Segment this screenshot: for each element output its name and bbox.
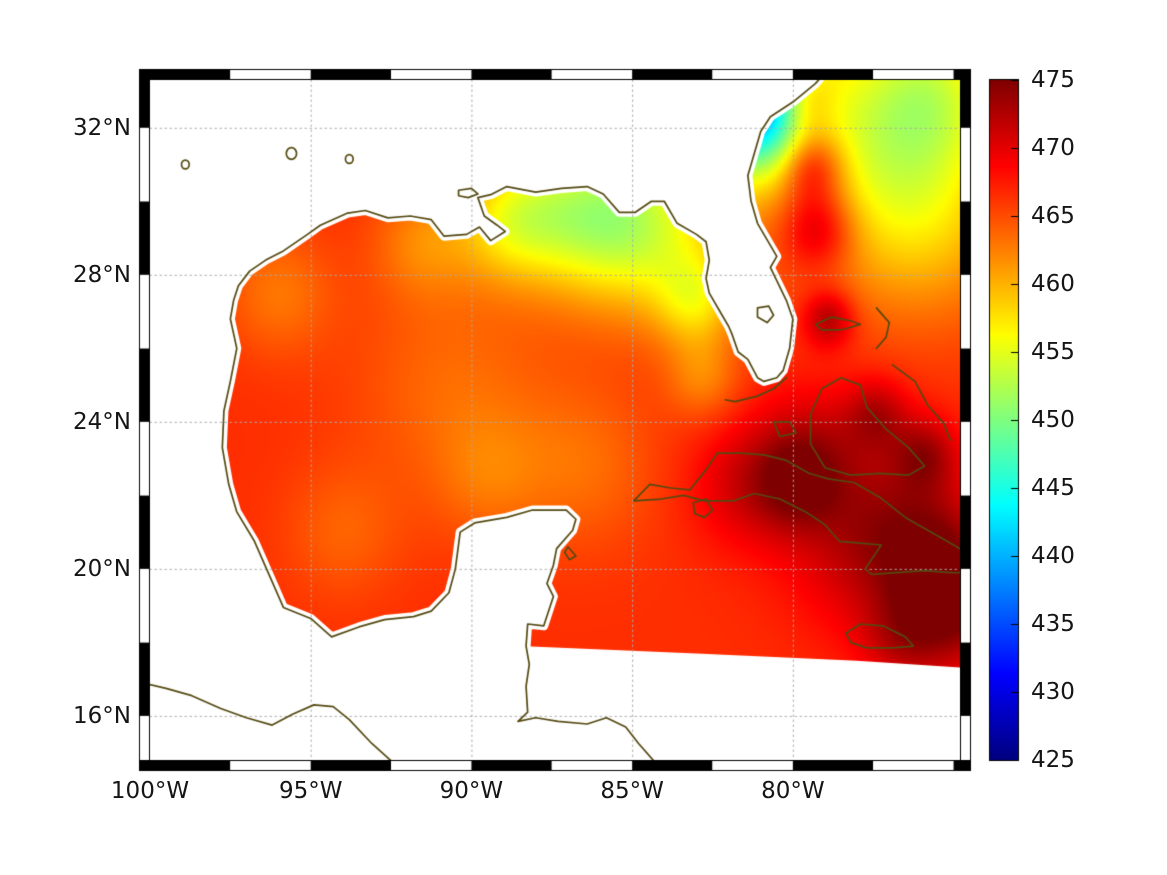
colorbar-tick-label: 455 bbox=[1031, 339, 1075, 365]
y-axis-tick-label: 28°N bbox=[73, 261, 131, 288]
colorbar-tick-label: 465 bbox=[1031, 203, 1075, 229]
colorbar-tick-label: 440 bbox=[1031, 543, 1075, 569]
colorbar-tick-label: 445 bbox=[1031, 475, 1075, 501]
y-axis-tick-label: 16°N bbox=[73, 702, 131, 729]
x-axis-tick-label: 90°W bbox=[439, 778, 504, 804]
y-axis-tick-label: 32°N bbox=[73, 114, 131, 141]
colorbar-tick-label: 435 bbox=[1031, 611, 1075, 637]
colorbar-tick-label: 450 bbox=[1031, 407, 1075, 433]
x-axis-tick-label: 100°W bbox=[110, 778, 190, 804]
colorbar-tick-label: 475 bbox=[1031, 67, 1075, 93]
colorbar-tick-label: 430 bbox=[1031, 679, 1075, 705]
colorbar-tick-label: 470 bbox=[1031, 135, 1075, 161]
colorbar-tick-label: 425 bbox=[1031, 747, 1075, 773]
x-axis-tick-label: 95°W bbox=[278, 778, 343, 804]
y-axis-tick-label: 24°N bbox=[73, 408, 131, 435]
y-axis-tick-label: 20°N bbox=[73, 555, 131, 582]
x-axis-tick-label: 85°W bbox=[600, 778, 664, 804]
colorbar-tick-label: 460 bbox=[1031, 271, 1075, 297]
x-axis-tick-label: 80°W bbox=[761, 778, 825, 804]
